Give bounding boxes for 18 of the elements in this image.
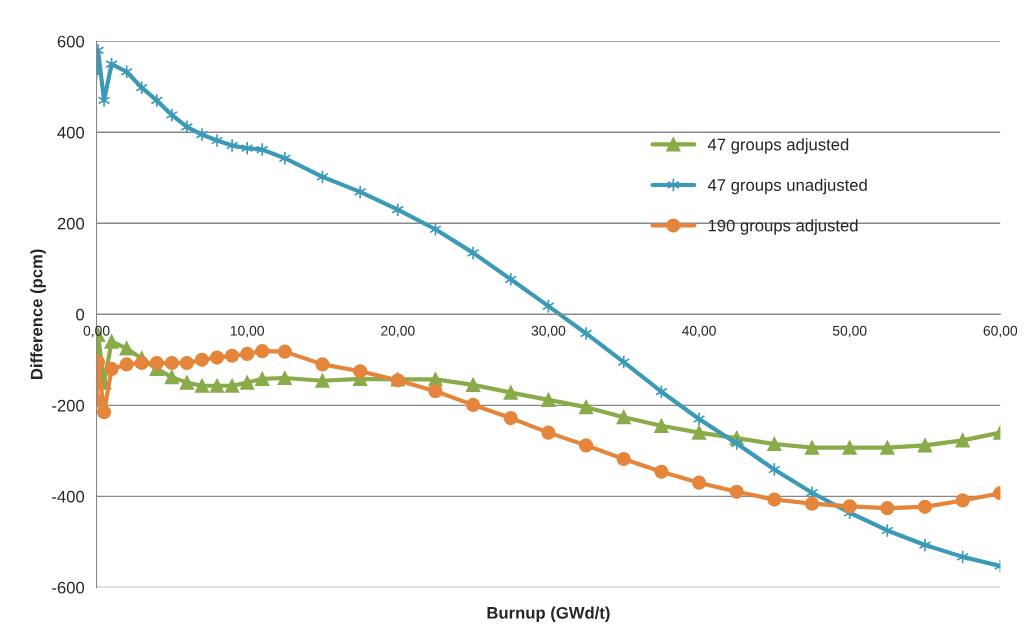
legend-label: 47 groups unadjusted: [707, 178, 867, 195]
y-tick-label: 400: [57, 126, 85, 139]
x-tick-label: 50,00: [832, 325, 867, 338]
y-tick-label: -600: [52, 581, 85, 594]
y-tick-label: -400: [52, 490, 85, 503]
x-tick-label: 40,00: [681, 325, 716, 338]
y-tick-label: -200: [52, 399, 85, 412]
legend-label: 47 groups adjusted: [707, 138, 849, 154]
x-tick-label: 30,00: [531, 325, 566, 338]
x-tick-label: 20,00: [381, 325, 415, 338]
legend-label: 190 groups adjusted: [708, 219, 858, 235]
y-axis-title: Difference (pcm): [30, 249, 46, 379]
x-tick-label: 60,00: [983, 325, 1018, 338]
y-tick-label: 200: [57, 217, 85, 230]
y-tick-label: 0: [76, 308, 85, 321]
x-axis-title: Burnup (GWd/t): [487, 606, 610, 623]
y-tick-label: 600: [57, 35, 85, 48]
x-tick-label: 10,00: [230, 325, 264, 338]
